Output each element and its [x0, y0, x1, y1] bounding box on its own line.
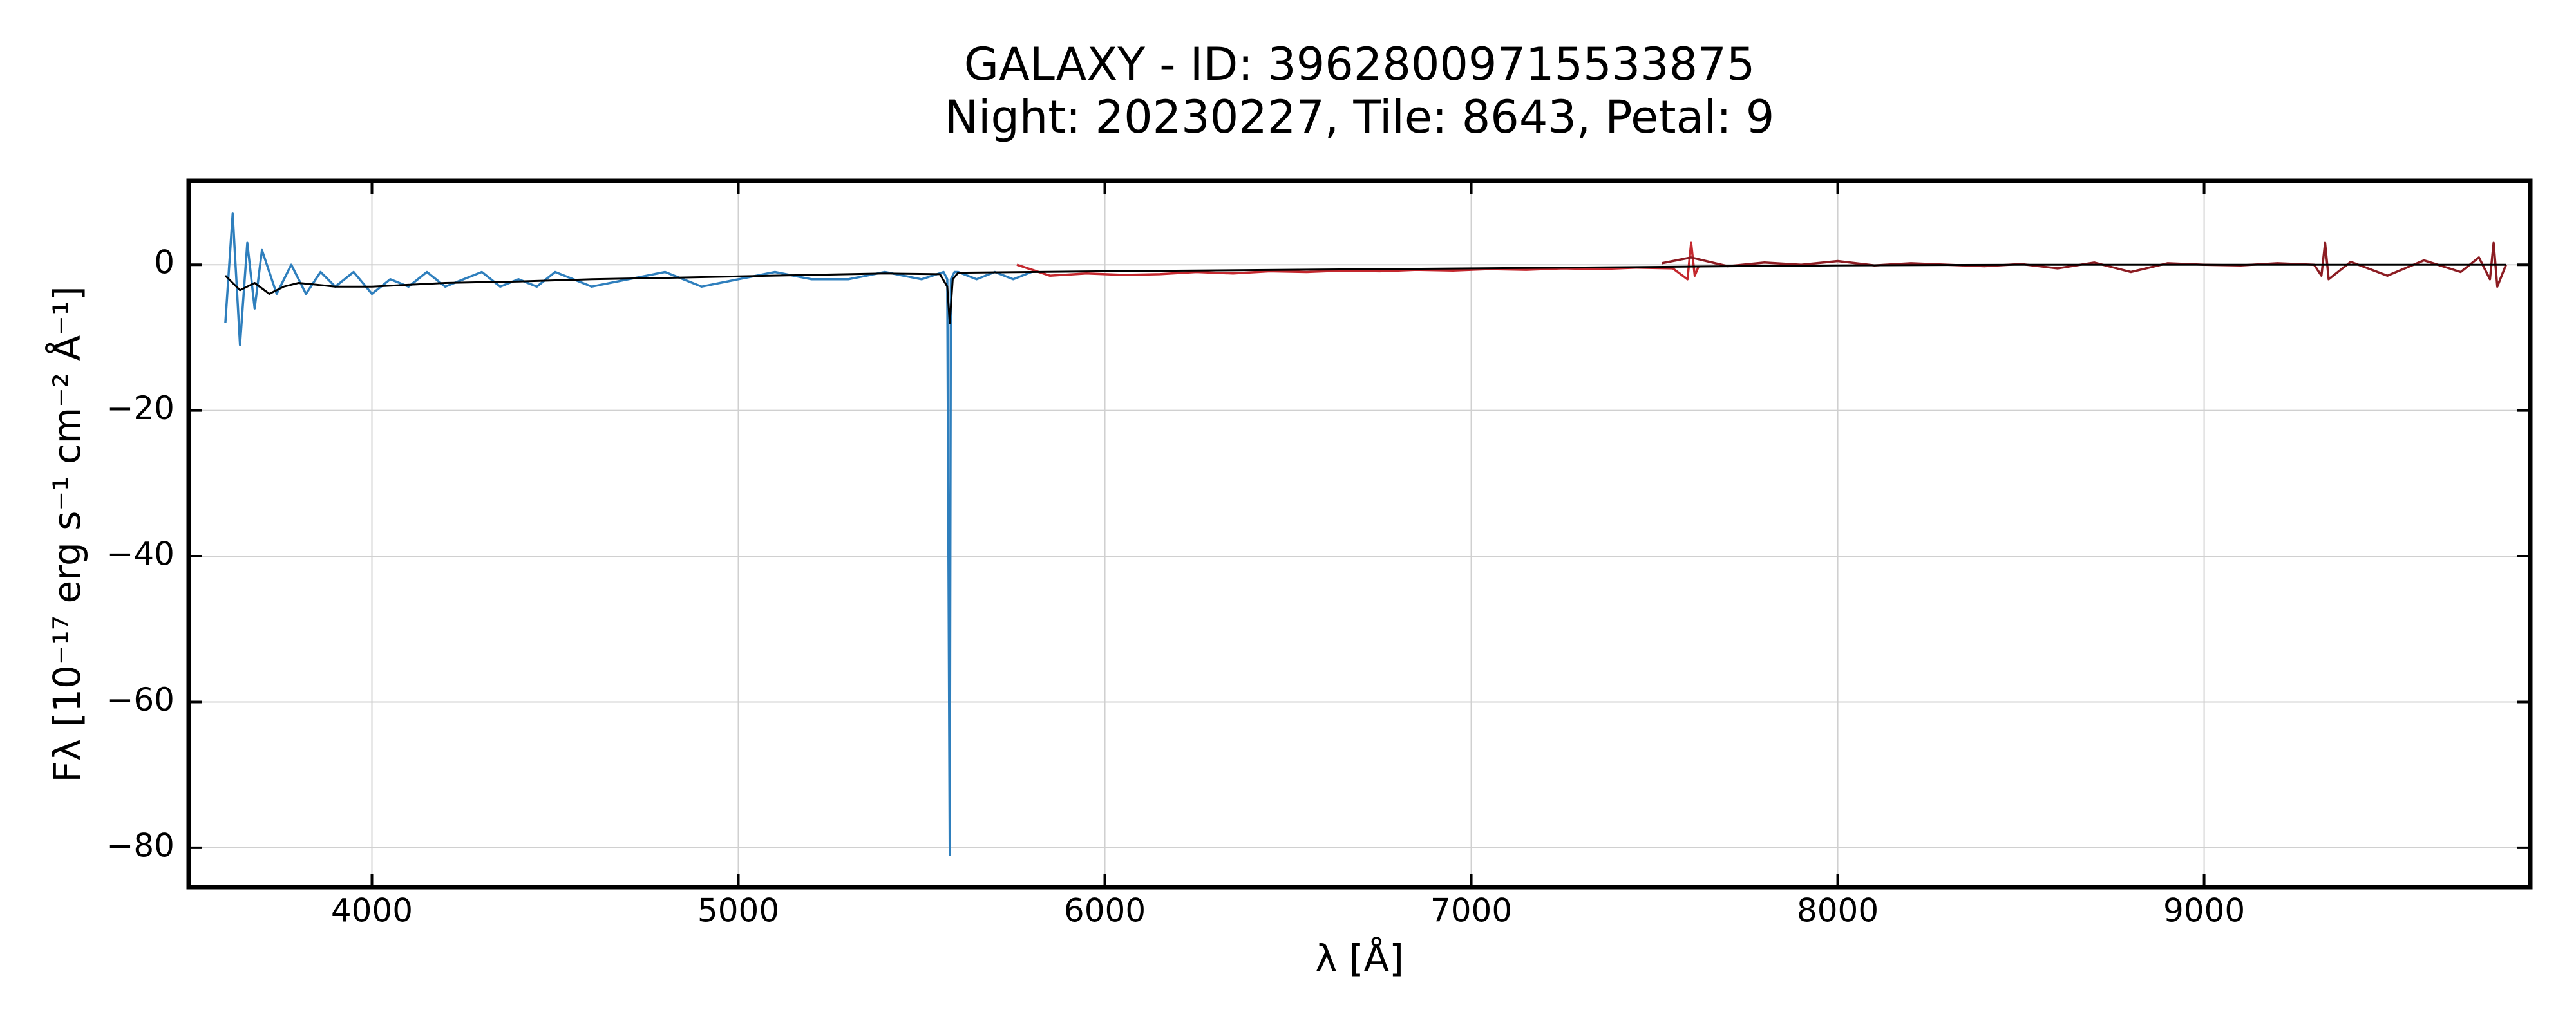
- y-tick-label: −60: [106, 681, 175, 718]
- y-tick-label: 0: [154, 244, 175, 281]
- x-tick-label: 4000: [331, 892, 413, 930]
- chart-title: GALAXY - ID: 39628009715533875: [964, 38, 1756, 91]
- y-tick-label: −40: [106, 536, 175, 573]
- x-tick-label: 8000: [1797, 892, 1879, 930]
- y-axis-label: Fλ [10⁻¹⁷ erg s⁻¹ cm⁻² Å⁻¹]: [44, 286, 89, 782]
- x-tick-label: 5000: [697, 892, 779, 930]
- y-tick-label: −80: [106, 827, 175, 864]
- x-axis-label: λ [Å]: [1315, 936, 1404, 980]
- x-tick-label: 7000: [1430, 892, 1512, 930]
- x-tick-label: 6000: [1064, 892, 1146, 930]
- plot-frame: [186, 178, 2533, 890]
- chart-subtitle: Night: 20230227, Tile: 8643, Petal: 9: [945, 91, 1775, 144]
- spectrum-line: [1016, 241, 1700, 281]
- x-tick-label: 9000: [2163, 892, 2245, 930]
- spectrum-line: [224, 263, 2506, 324]
- y-tick-label: −20: [106, 389, 175, 427]
- spectrum-line: [224, 212, 1032, 856]
